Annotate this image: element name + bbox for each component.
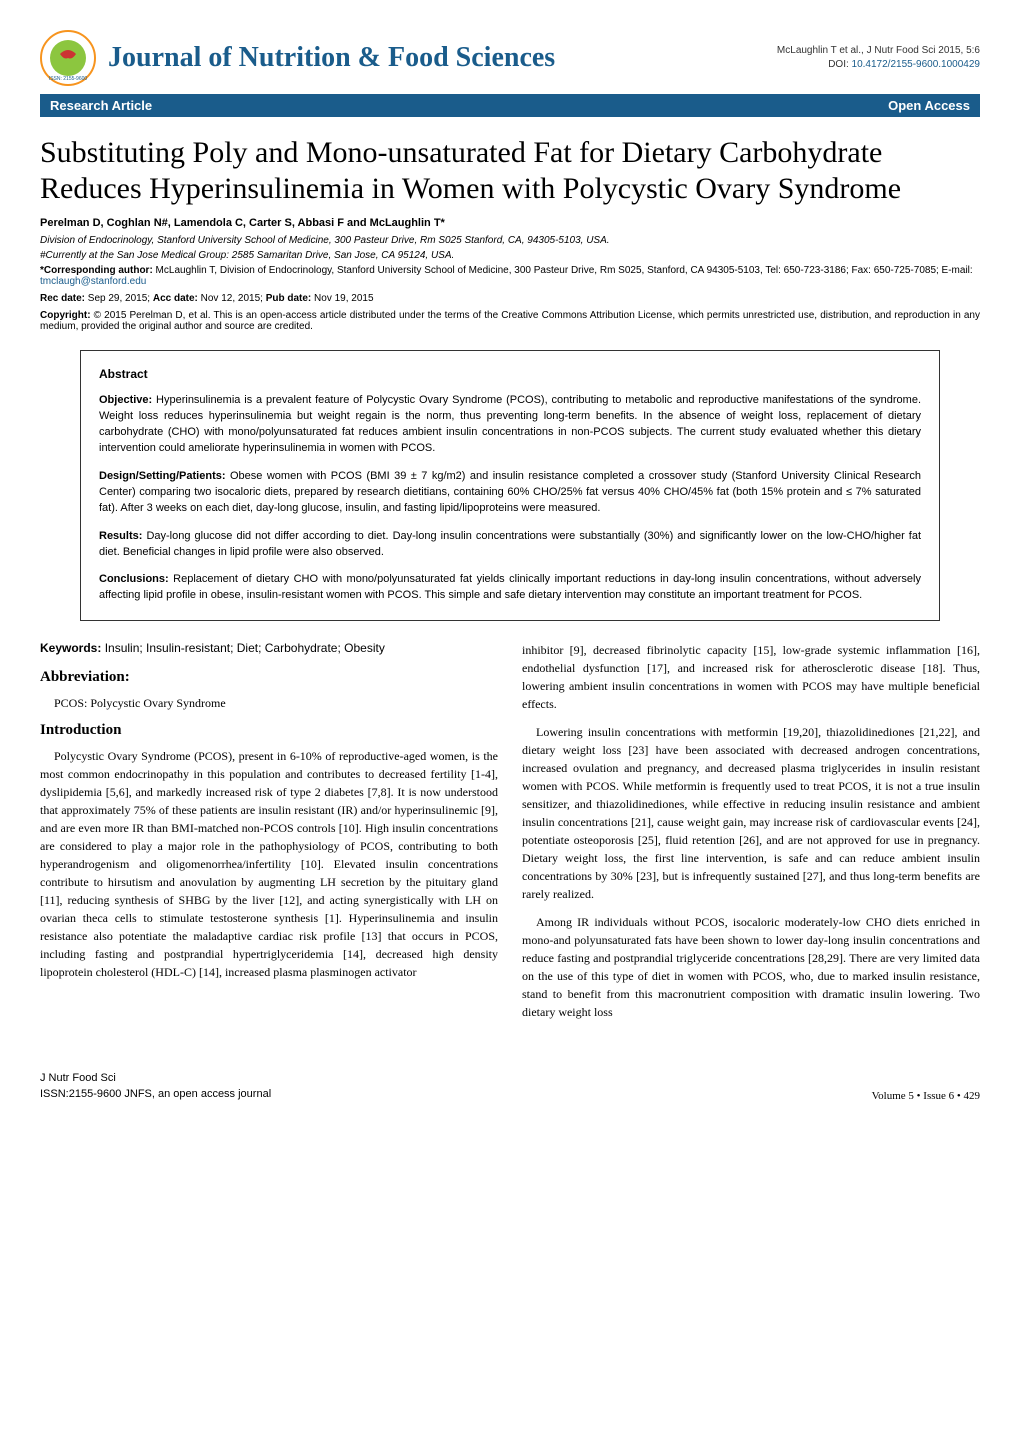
acc-label: Acc date:	[153, 293, 198, 304]
keywords-text: Insulin; Insulin-resistant; Diet; Carboh…	[101, 641, 384, 655]
journal-header: ISSN: 2155-9600 Journal of Nutrition & F…	[40, 30, 980, 86]
intro-para-3: Among IR individuals without PCOS, isoca…	[522, 913, 980, 1021]
intro-para-1: Polycystic Ovary Syndrome (PCOS), presen…	[40, 747, 498, 981]
abstract-objective: Objective: Hyperinsulinemia is a prevale…	[99, 393, 921, 457]
abstract-heading: Abstract	[99, 367, 921, 381]
header-left: ISSN: 2155-9600 Journal of Nutrition & F…	[40, 30, 555, 86]
doi-line: DOI: 10.4172/2155-9600.1000429	[777, 58, 980, 72]
corresponding-author: *Corresponding author: McLaughlin T, Div…	[40, 265, 980, 287]
column-right: inhibitor [9], decreased fibrinolytic ca…	[522, 641, 980, 1031]
rec-date: Sep 29, 2015;	[85, 293, 153, 304]
article-title: Substituting Poly and Mono-unsaturated F…	[40, 135, 980, 207]
page-footer: J Nutr Food Sci ISSN:2155-9600 JNFS, an …	[40, 1071, 980, 1102]
results-label: Results:	[99, 530, 142, 542]
citation-text: McLaughlin T et al., J Nutr Food Sci 201…	[777, 44, 980, 58]
journal-title: Journal of Nutrition & Food Sciences	[108, 42, 555, 74]
corresponding-text: McLaughlin T, Division of Endocrinology,…	[153, 265, 973, 276]
copyright-label: Copyright:	[40, 310, 91, 321]
acc-date: Nov 12, 2015;	[198, 293, 266, 304]
intro-para-1-cont: inhibitor [9], decreased fibrinolytic ca…	[522, 641, 980, 713]
intro-para-2: Lowering insulin concentrations with met…	[522, 723, 980, 903]
footer-journal-abbrev: J Nutr Food Sci	[40, 1071, 271, 1086]
abstract-conclusions: Conclusions: Replacement of dietary CHO …	[99, 572, 921, 604]
column-left: Keywords: Insulin; Insulin-resistant; Di…	[40, 641, 498, 1031]
keywords-line: Keywords: Insulin; Insulin-resistant; Di…	[40, 641, 498, 655]
keywords-label: Keywords:	[40, 641, 101, 655]
footer-issn: ISSN:2155-9600 JNFS, an open access jour…	[40, 1087, 271, 1102]
pub-date: Nov 19, 2015	[311, 293, 373, 304]
design-label: Design/Setting/Patients:	[99, 470, 226, 482]
results-text: Day-long glucose did not differ accordin…	[99, 530, 921, 558]
objective-text: Hyperinsulinemia is a prevalent feature …	[99, 394, 921, 454]
footer-left: J Nutr Food Sci ISSN:2155-9600 JNFS, an …	[40, 1071, 271, 1102]
copyright-line: Copyright: © 2015 Perelman D, et al. Thi…	[40, 310, 980, 332]
corresponding-label: *Corresponding author:	[40, 265, 153, 276]
affiliation-1: Division of Endocrinology, Stanford Univ…	[40, 235, 980, 246]
banner-left: Research Article	[50, 98, 152, 113]
svg-text:ISSN: 2155-9600: ISSN: 2155-9600	[49, 76, 88, 82]
abstract-design: Design/Setting/Patients: Obese women wit…	[99, 469, 921, 517]
dates-line: Rec date: Sep 29, 2015; Acc date: Nov 12…	[40, 293, 980, 304]
journal-logo-icon: ISSN: 2155-9600	[40, 30, 96, 86]
footer-right: Volume 5 • Issue 6 • 429	[872, 1090, 980, 1102]
affiliation-2: #Currently at the San Jose Medical Group…	[40, 250, 980, 261]
abstract-box: Abstract Objective: Hyperinsulinemia is …	[80, 350, 940, 621]
conclusions-text: Replacement of dietary CHO with mono/pol…	[99, 573, 921, 601]
article-type-banner: Research Article Open Access	[40, 94, 980, 117]
pub-label: Pub date:	[266, 293, 312, 304]
conclusions-label: Conclusions:	[99, 573, 169, 585]
copyright-text: © 2015 Perelman D, et al. This is an ope…	[40, 310, 980, 332]
doi-label: DOI:	[828, 59, 849, 70]
doi-link[interactable]: 10.4172/2155-9600.1000429	[852, 59, 980, 70]
banner-right: Open Access	[888, 98, 970, 113]
body-columns: Keywords: Insulin; Insulin-resistant; Di…	[40, 641, 980, 1031]
authors-line: Perelman D, Coghlan N#, Lamendola C, Car…	[40, 217, 980, 229]
corresponding-email[interactable]: tmclaugh@stanford.edu	[40, 276, 146, 287]
objective-label: Objective:	[99, 394, 152, 406]
introduction-heading: Introduction	[40, 722, 498, 739]
abbreviation-heading: Abbreviation:	[40, 669, 498, 686]
abstract-results: Results: Day-long glucose did not differ…	[99, 529, 921, 561]
rec-label: Rec date:	[40, 293, 85, 304]
abbreviation-text: PCOS: Polycystic Ovary Syndrome	[40, 694, 498, 712]
header-right: McLaughlin T et al., J Nutr Food Sci 201…	[777, 44, 980, 72]
